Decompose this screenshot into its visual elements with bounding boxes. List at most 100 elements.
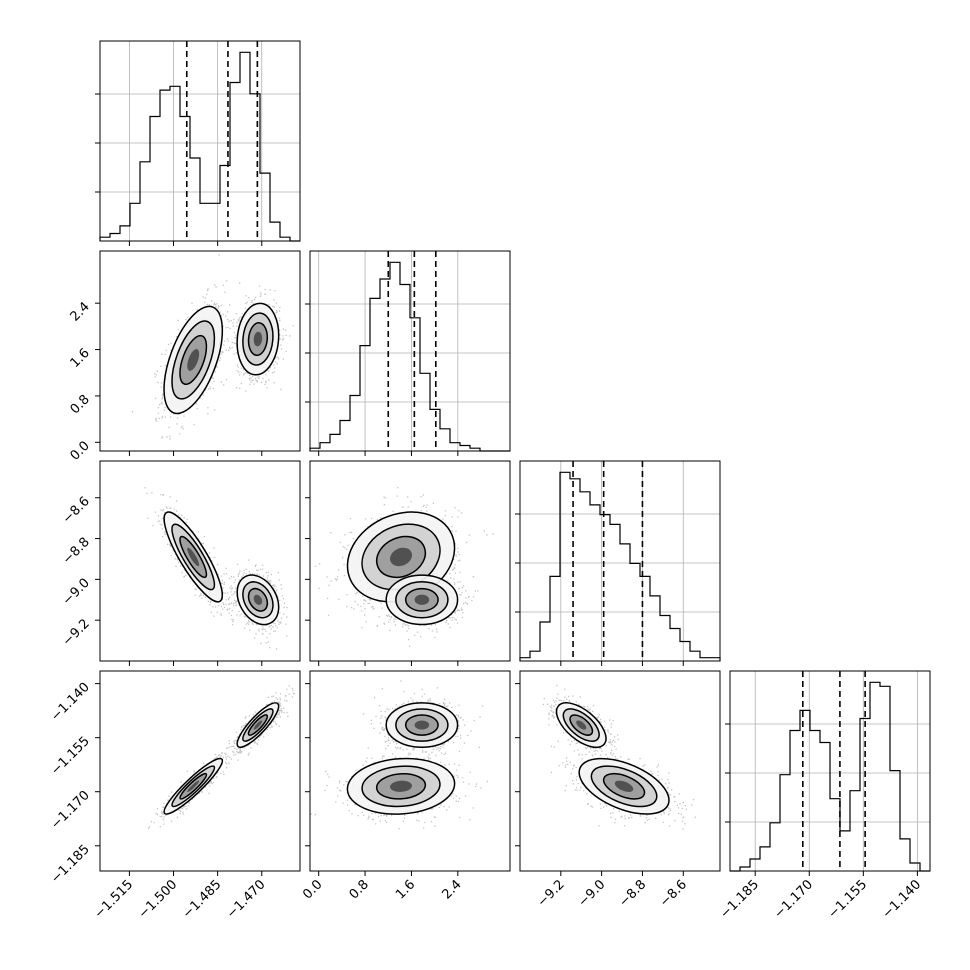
contour-line — [247, 587, 269, 612]
contour-line — [179, 772, 208, 800]
contour-line — [578, 757, 670, 815]
contour-line — [171, 523, 216, 591]
y-tick-label: 2.4 — [68, 299, 93, 324]
y-tick-label: −1.155 — [48, 734, 93, 779]
contour-line — [247, 714, 269, 736]
histogram-panel-p3 — [725, 670, 931, 876]
density-fill — [576, 720, 587, 730]
y-tick-label: 0.0 — [68, 439, 93, 464]
x-tick-label: −1.500 — [136, 877, 181, 922]
contour-line — [163, 511, 224, 603]
x-tick-label: −1.470 — [224, 877, 269, 922]
scatter-panel-p1-p3 — [305, 670, 511, 876]
x-tick-label: 1.6 — [393, 877, 418, 902]
panel-frame — [519, 670, 721, 872]
scatter-panel-p0-p3 — [95, 670, 301, 876]
x-tick-label: −1.140 — [880, 877, 925, 922]
x-tick-label: −8.6 — [657, 877, 690, 910]
contour-line — [395, 708, 449, 742]
density-fill — [187, 780, 200, 792]
x-tick-label: 0.8 — [347, 877, 372, 902]
y-tick-label: −1.170 — [48, 788, 93, 833]
density-fill — [187, 547, 200, 567]
density-fill — [414, 594, 430, 605]
density-fill — [390, 547, 413, 567]
histogram-steps — [519, 471, 721, 661]
scatter-panel-p2-p3 — [515, 670, 721, 876]
contour-line — [346, 757, 456, 815]
contour-line — [590, 765, 658, 808]
density-fill — [253, 594, 263, 605]
contour-line — [171, 765, 216, 808]
density-fill — [614, 780, 634, 792]
contour-line — [163, 305, 224, 415]
panel-frame — [309, 670, 511, 872]
x-tick-label: −9.2 — [535, 877, 568, 910]
density-fill — [414, 720, 430, 730]
contour-line — [247, 322, 269, 357]
x-tick-label: −1.170 — [771, 877, 816, 922]
contour-line — [562, 708, 600, 742]
panel-frame — [309, 460, 511, 662]
x-tick-label: −1.155 — [826, 877, 871, 922]
y-tick-label: −1.140 — [48, 680, 93, 725]
x-tick-label: −8.8 — [616, 877, 649, 910]
histogram-steps — [309, 261, 510, 452]
contour-line — [179, 334, 208, 386]
contour-line — [242, 708, 274, 742]
x-tick-label: −1.515 — [92, 877, 137, 922]
x-tick-label: −1.185 — [717, 877, 762, 922]
y-tick-label: 1.6 — [68, 346, 93, 371]
contour-line — [242, 581, 274, 619]
density-fill — [253, 331, 263, 347]
histogram-panel-p2 — [515, 460, 721, 666]
x-tick-label: 2.4 — [439, 877, 464, 902]
contour-line — [404, 714, 439, 736]
panel-frame — [99, 250, 301, 452]
x-tick-label: 0.0 — [300, 877, 325, 902]
contour-line — [602, 772, 646, 800]
contour-line — [375, 535, 427, 579]
density-fill — [187, 349, 200, 371]
x-tick-label: −9.0 — [576, 877, 609, 910]
scatter-panel-p0-p1 — [95, 250, 301, 456]
scatter-panel-p1-p2 — [305, 460, 511, 666]
histogram-panel-p1 — [305, 250, 511, 456]
contour-line — [569, 714, 594, 736]
contour-line — [236, 302, 280, 376]
scatter-points — [144, 487, 288, 650]
contour-line — [361, 765, 441, 808]
y-tick-label: −1.185 — [48, 842, 93, 887]
y-tick-label: −8.8 — [60, 535, 93, 568]
density-fill — [390, 780, 412, 792]
contour-line — [236, 702, 280, 748]
panel-frame — [99, 40, 301, 242]
panel-frame — [729, 670, 931, 872]
contour-line — [236, 574, 280, 626]
histogram-steps — [99, 51, 300, 242]
y-tick-label: −9.0 — [60, 576, 93, 609]
contour-line — [555, 702, 607, 749]
panel-frame — [309, 250, 511, 452]
contour-line — [171, 320, 216, 400]
contour-line — [385, 702, 459, 749]
contour-line — [385, 574, 459, 626]
density-fill — [253, 720, 263, 730]
contour-line — [404, 587, 439, 612]
y-tick-label: −9.2 — [60, 616, 93, 649]
x-tick-label: −1.485 — [180, 877, 225, 922]
y-tick-label: −8.6 — [60, 494, 93, 527]
histogram-steps — [730, 681, 930, 872]
panel-frame — [99, 460, 301, 662]
panel-frame — [99, 670, 301, 872]
contour-line — [395, 581, 449, 619]
contour-line — [242, 312, 274, 366]
histogram-panel-p0 — [95, 40, 301, 246]
y-tick-label: 0.8 — [68, 392, 93, 417]
panel-frame — [519, 460, 721, 662]
contour-line — [375, 772, 427, 800]
contour-line — [179, 535, 208, 579]
scatter-panel-p0-p2 — [95, 460, 301, 666]
contour-line — [163, 757, 224, 815]
